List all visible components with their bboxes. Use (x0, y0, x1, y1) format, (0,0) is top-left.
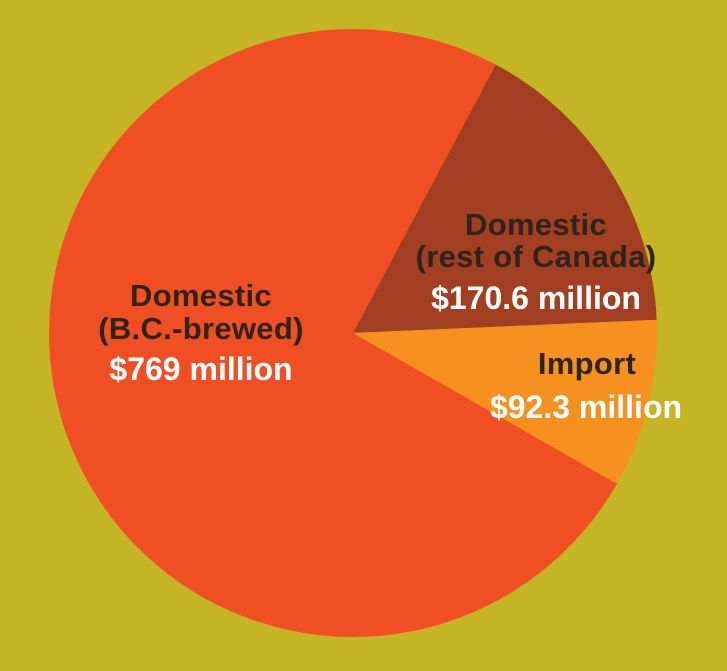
slice-label-domestic-rest-line-2: (rest of Canada) (416, 239, 657, 274)
slice-label-import-line-1: Import (538, 346, 636, 381)
slices-layer (49, 28, 657, 637)
slice-domestic-bc (49, 28, 618, 637)
slice-domestic-rest (353, 64, 657, 333)
slice-label-domestic-rest-line-1: Domestic (465, 207, 607, 242)
slice-import (353, 319, 657, 484)
slice-label-domestic-rest: Domestic (rest of Canada) $170.6 million (416, 207, 657, 316)
slice-value-domestic-bc: $769 million (109, 351, 292, 387)
slice-label-domestic-bc-line-2: (B.C.-brewed) (98, 311, 303, 346)
slice-label-import: Import $92.3 million (490, 346, 682, 425)
slice-value-import: $92.3 million (490, 389, 682, 425)
slice-label-domestic-bc-line-1: Domestic (130, 278, 272, 313)
slice-label-domestic-bc: Domestic (B.C.-brewed) $769 million (98, 278, 303, 387)
slice-value-domestic-rest: $170.6 million (431, 280, 641, 316)
